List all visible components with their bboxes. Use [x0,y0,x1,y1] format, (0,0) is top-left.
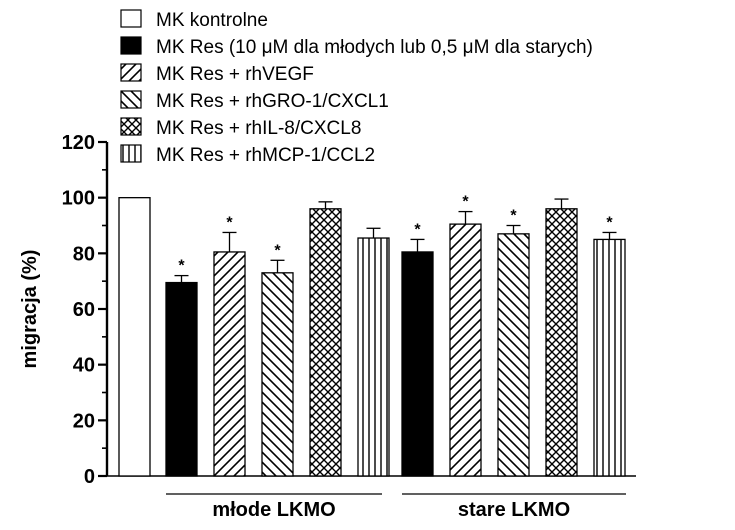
group-label-2: stare LKMO [458,499,570,521]
legend-label-1: MK kontrolne [156,10,268,31]
bar-g1-s2 [213,251,246,477]
y-tick-label: 100 [62,188,95,210]
legend: MK kontrolne MK Res (10 μM dla młodych lu… [120,9,593,166]
bar-g2-s3 [497,233,530,477]
y-tick-label: 60 [73,299,95,321]
bar-g1-s1-significance: * [178,258,185,275]
legend-label-3: MK Res + rhVEGF [156,64,314,85]
bar-g2-s1-significance: * [414,221,421,238]
legend-swatch-6 [120,144,142,163]
bar-g2-s2 [449,223,482,477]
legend-swatch-3 [120,63,142,82]
y-tick-label: 120 [62,132,95,154]
group-label-1: młode LKMO [212,499,335,521]
bar-g2-s5 [593,238,626,477]
legend-label-5: MK Res + rhIL-8/CXCL8 [156,118,361,139]
legend-label-4: MK Res + rhGRO-1/CXCL1 [156,91,389,112]
bar-g1-s4 [309,208,342,477]
bar-g2-s4 [545,208,578,477]
bar-g2-s2-significance: * [462,194,469,211]
bar-g2-s5-significance: * [606,214,613,231]
legend-swatch-5 [120,117,142,136]
bar-g1-s5 [357,237,390,477]
legend-label-6: MK Res + rhMCP-1/CCL2 [156,145,375,166]
bar-g1-s3-significance: * [274,242,281,259]
y-axis-label: migracja (%) [19,250,41,369]
bar-g1-s3 [261,272,294,477]
bar-g2-s3-significance: * [510,208,517,225]
y-tick-label: 40 [73,355,95,377]
y-tick-label: 0 [84,466,95,488]
y-tick-label: 20 [73,410,95,432]
legend-swatch-4 [120,90,142,109]
bars: * * * * * * * [118,194,626,477]
bar-g1-s2-significance: * [226,214,233,231]
legend-label-2: MK Res (10 μM dla młodych lub 0,5 μM dla… [156,37,593,58]
axes: 0 20 40 60 80 100 120 migracja (%) [19,132,636,488]
legend-swatch-1 [120,9,142,28]
y-tick-label: 80 [73,243,95,265]
legend-swatch-2 [120,36,142,55]
group-labels: młode LKMO stare LKMO [166,493,626,521]
bar-g1-s1 [165,281,198,477]
bar-g2-s1 [401,251,434,477]
bar-control [118,197,151,477]
